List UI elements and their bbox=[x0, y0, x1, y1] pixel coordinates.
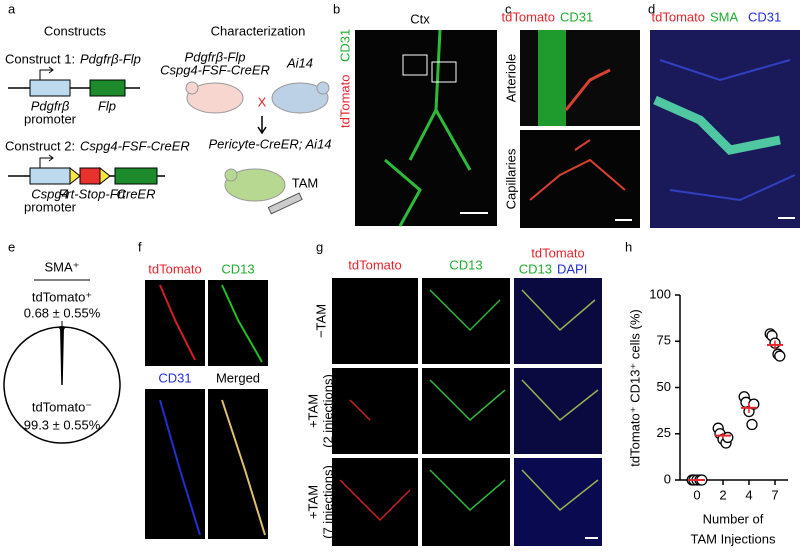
pie-slice bbox=[3, 326, 121, 444]
construct-schematics bbox=[8, 66, 165, 186]
y-tick-label: 75 bbox=[657, 333, 671, 348]
x-axis-label: Number of bbox=[703, 511, 764, 526]
label: 99.3 ± 0.55% bbox=[24, 417, 101, 432]
pointer bbox=[58, 321, 66, 333]
label: tdTomato bbox=[148, 261, 201, 276]
label: Pdgfrβ-Flp bbox=[185, 49, 246, 64]
panel-label: d bbox=[648, 1, 655, 16]
panel-label: g bbox=[316, 239, 323, 254]
label: Capillaries bbox=[503, 148, 518, 209]
label: tdTomato⁻ bbox=[32, 399, 92, 414]
label: Flp bbox=[98, 98, 116, 113]
mouse-illustrations bbox=[185, 81, 330, 215]
x-tick-label: 2 bbox=[719, 487, 726, 502]
label: +TAM bbox=[305, 485, 320, 519]
label: tdTomato bbox=[652, 9, 705, 24]
label: tdTomato bbox=[531, 245, 584, 260]
label: SMA⁺ bbox=[44, 259, 79, 274]
label: (2 injections) bbox=[320, 374, 335, 448]
label: Pdgfrβ bbox=[31, 98, 70, 113]
data-point bbox=[746, 418, 758, 431]
y-axis-label: tdTomato⁺ CD13⁺ cells (%) bbox=[627, 309, 642, 467]
panel-label: b bbox=[333, 1, 340, 16]
label: Ai14 bbox=[286, 55, 313, 70]
label: Characterization bbox=[211, 23, 306, 38]
label: Pdgfrβ-Flp bbox=[80, 51, 141, 66]
panel-label: a bbox=[8, 1, 16, 16]
y-tick-label: 100 bbox=[649, 286, 671, 301]
label: promoter bbox=[24, 111, 77, 126]
label: +TAM bbox=[305, 394, 320, 428]
x-tick-label: 4 bbox=[745, 487, 752, 502]
label: CD13 bbox=[221, 261, 254, 276]
label: promoter bbox=[24, 199, 77, 214]
label: TAM bbox=[292, 175, 318, 190]
label: CD13 bbox=[449, 257, 482, 272]
panel-label: f bbox=[138, 239, 142, 254]
label: Constructs bbox=[44, 23, 107, 38]
label: Frt-Stop-Frt bbox=[58, 186, 127, 201]
x-tick-label: 7 bbox=[771, 487, 778, 502]
label: Ctx bbox=[410, 11, 430, 26]
label: Pericyte-CreER; Ai14 bbox=[208, 136, 331, 151]
panel-label: e bbox=[8, 239, 15, 254]
label: CreER bbox=[116, 186, 155, 201]
label: Cspg4-FSF-CreER bbox=[160, 62, 270, 77]
data-point bbox=[774, 350, 786, 362]
y-tick-label: 25 bbox=[657, 425, 671, 440]
label: Arteriole bbox=[503, 54, 518, 102]
label: Cspg4-FSF-CreER bbox=[80, 138, 190, 153]
label: CD31 bbox=[748, 9, 781, 24]
panel-label: c bbox=[505, 1, 512, 16]
panel-label: h bbox=[625, 239, 632, 254]
x-tick-label: 0 bbox=[693, 487, 700, 502]
label: Cspg4 bbox=[31, 186, 69, 201]
label: Merged bbox=[216, 370, 260, 385]
y-tick-label: 0 bbox=[664, 471, 671, 486]
x-axis-label: TAM Injections bbox=[690, 531, 776, 546]
micrographs bbox=[145, 29, 800, 546]
label: tdTomato⁺ bbox=[32, 289, 92, 304]
label: CD13 bbox=[519, 261, 552, 276]
label: −TAM bbox=[313, 304, 328, 338]
label: DAPI bbox=[557, 261, 587, 276]
y-tick-label: 50 bbox=[657, 379, 671, 394]
label: tdTomato bbox=[337, 75, 352, 128]
label: CD31 bbox=[158, 370, 191, 385]
label: 0.68 ± 0.55% bbox=[24, 305, 101, 320]
label: CD31 bbox=[560, 9, 593, 24]
label: CD31 bbox=[337, 29, 352, 62]
data-point bbox=[722, 431, 734, 444]
label: tdTomato bbox=[502, 9, 555, 24]
label: X bbox=[258, 94, 267, 109]
label: Construct 1: bbox=[5, 51, 75, 66]
label: (7 injections) bbox=[320, 465, 335, 539]
label: Construct 2: bbox=[5, 138, 75, 153]
label: tdTomato bbox=[348, 257, 401, 272]
label: SMA bbox=[710, 9, 739, 24]
